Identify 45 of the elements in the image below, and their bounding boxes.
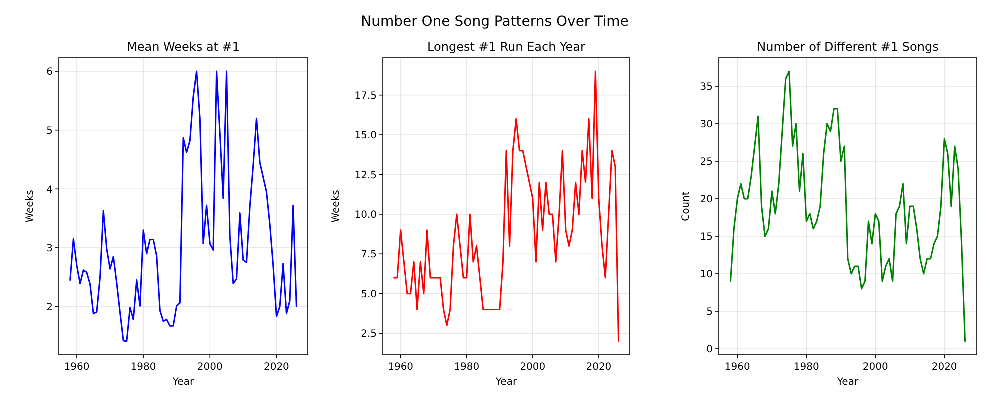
x-tick-label: 1980: [454, 362, 480, 373]
y-tick-label: 17.5: [354, 90, 377, 102]
y-tick-label: 2.5: [361, 329, 377, 340]
y-tick-label: 5.0: [361, 289, 377, 300]
x-tick-label: 2000: [197, 362, 223, 373]
y-tick-label: 10.0: [354, 210, 377, 222]
text: Number One Song Patterns Over Time: [361, 14, 629, 30]
y-tick-label: 15.0: [354, 130, 377, 142]
line-series: [70, 70, 298, 342]
y-tick-label: 0: [706, 344, 713, 356]
y-tick-label: 3: [46, 244, 53, 255]
x-tick-label: 1960: [64, 362, 90, 373]
y-tick-label: 4: [46, 184, 53, 196]
x-tick-label: 1980: [794, 362, 820, 373]
y-tick-label: 7.5: [361, 250, 377, 261]
x-tick-label: 1960: [724, 362, 750, 373]
x-axis-title: Year: [836, 377, 860, 388]
y-tick-label: 30: [700, 120, 713, 131]
y-axis-title: Weeks: [331, 190, 342, 223]
x-axis-title: Year: [494, 377, 518, 388]
chart-title: Mean Weeks at #1: [126, 40, 240, 54]
y-tick-label: 2: [46, 302, 53, 314]
y-tick-label: 20: [700, 194, 713, 206]
x-tick-label: 2000: [520, 362, 546, 373]
y-tick-label: 5: [706, 307, 713, 318]
y-axis-title: Count: [681, 192, 692, 222]
chart-title: Number of Different #1 Songs: [757, 40, 939, 54]
chart-title: Longest #1 Run Each Year: [428, 40, 586, 54]
line-series: [393, 70, 620, 342]
y-tick-label: 35: [700, 82, 713, 94]
x-tick-label: 1960: [388, 362, 414, 373]
y-axis-title: Weeks: [25, 190, 36, 223]
y-tick-label: 25: [700, 157, 713, 168]
line-series: [730, 70, 966, 342]
y-tick-label: 6: [46, 67, 53, 78]
x-tick-label: 1980: [130, 362, 156, 373]
x-tick-label: 2020: [586, 362, 612, 373]
x-axis-title: Year: [172, 377, 195, 388]
y-tick-label: 12.5: [354, 170, 377, 182]
x-tick-label: 2000: [862, 362, 888, 373]
y-tick-label: 15: [700, 232, 713, 244]
y-tick-label: 5: [46, 126, 53, 137]
x-tick-label: 2020: [264, 362, 290, 373]
y-tick-label: 10: [700, 270, 713, 281]
x-tick-label: 2020: [932, 362, 958, 373]
